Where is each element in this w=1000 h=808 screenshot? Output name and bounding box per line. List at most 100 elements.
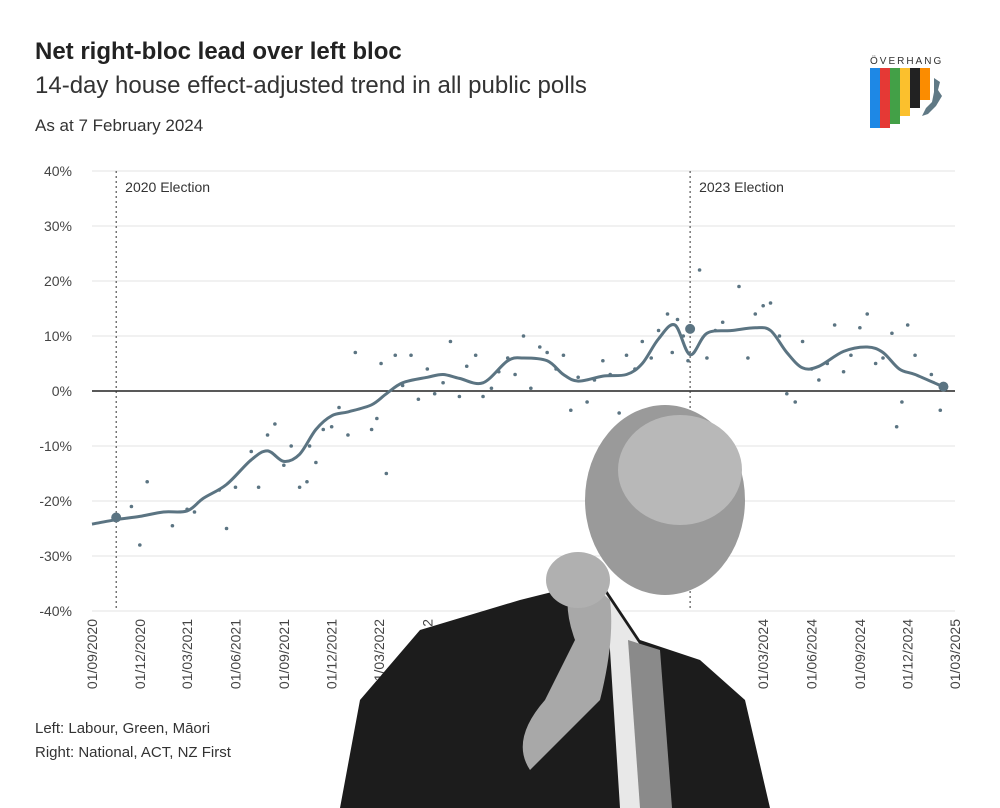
highlight-point bbox=[938, 381, 949, 392]
y-tick-label: -20% bbox=[39, 493, 72, 509]
x-tick-label: 01/06/2021 bbox=[227, 619, 243, 689]
poll-point bbox=[785, 391, 789, 396]
poll-point bbox=[138, 543, 142, 547]
poll-point bbox=[441, 380, 445, 385]
y-tick-label: 40% bbox=[44, 163, 72, 179]
x-tick-label: 01/06/2024 bbox=[804, 619, 820, 689]
as-at-date: As at 7 February 2024 bbox=[35, 116, 204, 135]
logo-text: ÖVERHANG bbox=[870, 55, 943, 67]
poll-point bbox=[640, 339, 645, 344]
poll-point bbox=[249, 449, 254, 454]
poll-point bbox=[529, 386, 533, 391]
poll-point bbox=[753, 312, 758, 316]
poll-point bbox=[601, 358, 605, 363]
trend-line bbox=[91, 323, 941, 526]
highlight-point bbox=[685, 323, 696, 334]
poll-point bbox=[617, 411, 621, 415]
poll-point bbox=[432, 391, 437, 396]
poll-point bbox=[737, 284, 741, 289]
poll-point bbox=[521, 334, 526, 338]
poll-point bbox=[929, 372, 934, 377]
poll-point bbox=[938, 408, 943, 413]
poll-point bbox=[800, 339, 805, 344]
poll-point bbox=[192, 510, 197, 514]
poll-point bbox=[697, 268, 702, 272]
poll-point bbox=[665, 312, 670, 316]
poll-point bbox=[656, 328, 661, 333]
poll-point bbox=[905, 323, 910, 327]
poll-point bbox=[448, 339, 453, 344]
x-tick-label: 01/09/2024 bbox=[852, 619, 868, 689]
poll-point bbox=[746, 356, 750, 360]
poll-point bbox=[305, 479, 309, 484]
poll-point bbox=[129, 504, 134, 509]
x-tick-label: 01/03/2021 bbox=[179, 619, 195, 689]
poll-point bbox=[561, 353, 566, 358]
highlighted-points bbox=[111, 323, 949, 523]
poll-point bbox=[393, 353, 398, 358]
poll-point bbox=[832, 323, 837, 327]
poll-point bbox=[649, 356, 654, 360]
x-tick-label: 01/12/2021 bbox=[324, 619, 340, 689]
poll-point bbox=[865, 312, 870, 316]
poll-point bbox=[817, 378, 821, 382]
y-tick-label: 30% bbox=[44, 218, 72, 234]
footnote-right-bloc: Right: National, ACT, NZ First bbox=[35, 744, 231, 761]
poll-point bbox=[224, 526, 229, 531]
y-axis-ticks: -40% -30% -20% -10% 0% 10% 20% 30% 40% bbox=[39, 163, 72, 619]
y-tick-label: -40% bbox=[39, 603, 72, 619]
poll-point bbox=[761, 303, 765, 308]
y-tick-label: -10% bbox=[39, 438, 72, 454]
poll-point bbox=[321, 427, 326, 432]
poll-point bbox=[329, 424, 334, 429]
chart-subtitle: 14-day house effect-adjusted trend in al… bbox=[35, 72, 587, 99]
poll-point bbox=[881, 356, 885, 360]
politician-photo bbox=[340, 405, 770, 808]
poll-point bbox=[307, 444, 312, 448]
chart-title: Net right-bloc lead over left bloc bbox=[35, 38, 402, 65]
poll-point bbox=[894, 424, 899, 429]
poll-point bbox=[375, 416, 379, 421]
x-tick-label: 01/09/2021 bbox=[276, 619, 292, 689]
poll-point bbox=[384, 471, 389, 476]
overhang-logo: ÖVERHANG bbox=[862, 48, 952, 144]
poll-point bbox=[720, 320, 725, 325]
poll-point bbox=[145, 479, 149, 484]
poll-point bbox=[337, 405, 341, 410]
logo-bar bbox=[880, 68, 890, 134]
x-tick-label: 01/03/2022 bbox=[371, 619, 387, 689]
poll-point bbox=[256, 485, 261, 490]
poll-point bbox=[768, 301, 773, 305]
footnote-left-bloc: Left: Labour, Green, Māori bbox=[35, 720, 211, 737]
poll-point bbox=[841, 369, 846, 374]
overhang-logo-icon: ÖVERHANG bbox=[870, 55, 943, 144]
x-tick-label: 01/12/2024 bbox=[900, 619, 916, 689]
x-axis-ticks: 01/09/2020 01/12/2020 01/03/2021 01/06/2021… bbox=[84, 619, 963, 689]
gridlines bbox=[92, 170, 955, 612]
poll-point bbox=[849, 353, 853, 358]
poll-point bbox=[585, 400, 589, 404]
poll-point bbox=[576, 375, 580, 380]
election-label: 2023 Election bbox=[699, 179, 784, 195]
poll-point bbox=[793, 400, 798, 404]
logo-bar bbox=[870, 68, 880, 144]
poll-point bbox=[489, 386, 494, 391]
poll-point bbox=[464, 364, 469, 369]
poll-points bbox=[129, 268, 943, 547]
logo-bar bbox=[890, 68, 900, 124]
poll-point bbox=[353, 350, 358, 355]
poll-point bbox=[369, 427, 374, 432]
poll-point bbox=[624, 353, 629, 358]
poll-point bbox=[513, 372, 517, 377]
y-tick-label: 0% bbox=[52, 383, 72, 399]
poll-point bbox=[675, 317, 680, 322]
poll-point bbox=[777, 334, 782, 338]
poll-point bbox=[569, 408, 573, 413]
poll-point bbox=[379, 361, 383, 366]
y-tick-label: 10% bbox=[44, 328, 72, 344]
poll-point bbox=[545, 350, 549, 355]
poll-point bbox=[705, 356, 709, 360]
poll-point bbox=[416, 397, 421, 402]
poll-point bbox=[297, 485, 302, 490]
